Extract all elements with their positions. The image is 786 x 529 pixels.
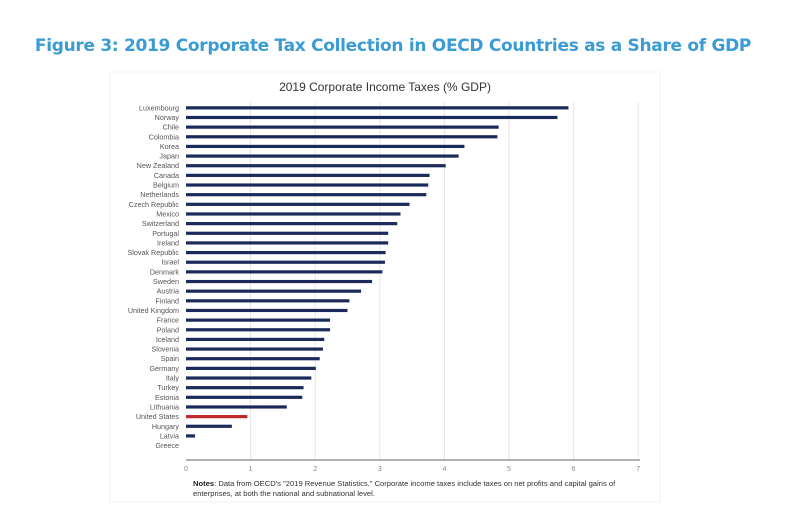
bar-estonia [186,395,303,399]
category-label: Poland [157,325,179,334]
category-label: Portugal [152,229,179,238]
bar-portugal [186,231,389,235]
category-label: France [157,316,179,325]
category-label: Korea [160,142,179,151]
category-label: New Zealand [137,161,179,170]
category-label: Austria [157,287,179,296]
category-label: Sweden [153,277,179,286]
bar-israel [186,260,385,264]
bar-new-zealand [186,164,446,168]
category-label: Italy [166,374,180,383]
bar-japan [186,154,459,158]
category-label: Colombia [149,132,179,141]
x-tick-label: 2 [313,466,317,473]
category-label: Finland [155,296,179,305]
category-label: Switzerland [142,219,179,228]
bar-hungary [186,424,232,428]
chart-frame [109,71,661,503]
category-label: Hungary [152,422,180,431]
bar-spain [186,357,320,361]
bar-slovak-republic [186,250,386,255]
category-label: Germany [149,364,179,373]
category-label: Slovenia [151,345,179,354]
bar-france [186,318,331,322]
category-label: Greece [155,441,179,450]
bar-chile [186,125,499,129]
bar-norway [186,115,558,120]
category-label: Lithuania [150,402,179,411]
category-label: Belgium [153,181,179,190]
bar-netherlands [186,193,427,197]
chart-title: 2019 Corporate Income Taxes (% GDP) [279,80,491,94]
category-label: Czech Republic [129,200,180,209]
category-label: Norway [155,113,180,122]
bar-turkey [186,386,304,390]
bar-korea [186,144,465,149]
bar-finland [186,299,350,303]
category-label: Denmark [150,267,180,276]
bar-slovenia [186,347,323,351]
category-label: Netherlands [140,190,179,199]
category-label: Estonia [155,393,179,402]
category-label: United States [136,412,180,421]
figure-title: Figure 3: 2019 Corporate Tax Collection … [34,36,752,56]
category-label: Iceland [156,335,179,344]
category-label: Latvia [160,431,179,440]
category-label: Israel [161,258,179,267]
category-label: United Kingdom [128,306,179,315]
x-tick-label: 5 [507,466,511,473]
x-tick-label: 6 [572,466,576,473]
category-label: Spain [161,354,179,363]
bar-united-states [186,415,248,419]
bar-ireland [186,241,389,245]
bar-canada [186,173,430,177]
bar-iceland [186,337,325,342]
bar-germany [186,366,316,370]
category-label: Slovak Republic [127,248,179,257]
category-label: Luxembourg [139,103,179,112]
bar-italy [186,376,312,380]
category-label: Chile [163,123,179,132]
bar-denmark [186,270,383,274]
bar-united-kingdom [186,308,348,313]
notes-label: Notes [193,479,215,488]
bar-latvia [186,434,196,438]
bar-switzerland [186,222,398,226]
chart-notes: Notes: Data from OECD's "2019 Revenue St… [193,479,623,499]
bar-lithuania [186,405,287,409]
category-label: Mexico [156,209,179,218]
category-label: Japan [159,152,179,161]
category-label: Canada [154,171,179,180]
category-label: Ireland [157,238,179,247]
notes-text: : Data from OECD's "2019 Revenue Statist… [193,479,616,498]
bar-luxembourg [186,106,569,110]
bar-poland [186,328,331,332]
bar-colombia [186,135,498,139]
category-label: Turkey [157,383,179,392]
x-tick-label: 4 [442,466,446,473]
x-tick-label: 3 [378,466,382,473]
x-tick-label: 0 [184,466,188,473]
bar-sweden [186,279,373,284]
x-tick-label: 1 [249,466,253,473]
bar-austria [186,289,362,293]
x-tick-label: 7 [636,466,640,473]
bar-belgium [186,183,429,187]
bar-czech-republic [186,202,410,206]
bar-mexico [186,212,401,216]
